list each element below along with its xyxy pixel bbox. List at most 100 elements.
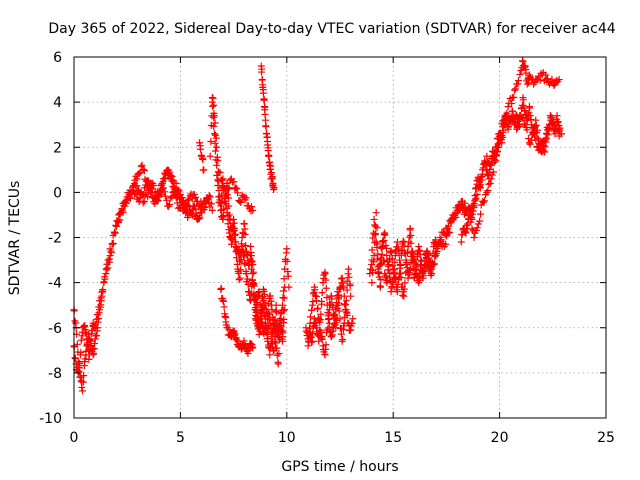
data-point-marker	[457, 238, 465, 246]
data-point-marker	[140, 167, 148, 175]
data-point-marker	[388, 249, 396, 257]
data-point-marker	[306, 313, 314, 321]
data-point-marker	[76, 359, 84, 367]
data-point-marker	[526, 112, 534, 120]
data-point-marker	[264, 144, 272, 152]
data-point-marker	[132, 190, 140, 198]
data-point-marker	[200, 166, 208, 174]
data-point-marker	[386, 273, 394, 281]
data-point-marker	[339, 335, 347, 343]
data-point-marker	[481, 158, 489, 166]
data-point-marker	[87, 330, 95, 338]
data-point-marker	[198, 202, 206, 210]
data-point-marker	[210, 130, 218, 138]
data-point-marker	[418, 257, 426, 265]
data-point-marker	[387, 288, 395, 296]
data-point-marker	[236, 250, 244, 257]
data-point-marker	[477, 181, 485, 189]
data-point-marker	[213, 161, 221, 169]
data-point-marker	[345, 273, 353, 281]
data-point-marker	[139, 199, 147, 207]
data-point-marker	[196, 139, 204, 147]
data-point-marker	[335, 299, 343, 307]
data-point-marker	[338, 274, 346, 282]
data-point-marker	[534, 134, 542, 142]
data-point-marker	[520, 120, 528, 128]
data-point-marker	[264, 337, 272, 345]
data-point-marker	[255, 331, 263, 339]
data-point-marker	[260, 96, 268, 104]
data-point-marker	[223, 191, 231, 199]
data-point-marker	[473, 224, 481, 232]
data-point-marker	[456, 202, 464, 210]
data-point-marker	[166, 200, 174, 208]
data-point-marker	[370, 258, 378, 266]
data-point-marker	[524, 135, 532, 143]
data-point-marker	[241, 260, 249, 268]
data-point-marker	[188, 206, 196, 214]
x-tick-label: 15	[384, 430, 402, 446]
data-point-marker	[99, 286, 107, 294]
data-point-marker	[125, 193, 133, 201]
data-point-marker	[335, 307, 343, 315]
data-point-marker	[268, 174, 276, 182]
data-point-marker	[477, 210, 485, 218]
data-point-marker	[91, 324, 99, 332]
data-point-marker	[251, 306, 259, 314]
data-point-marker	[539, 137, 547, 145]
data-point-marker	[375, 268, 383, 276]
data-point-marker	[130, 182, 138, 190]
data-point-marker	[267, 169, 275, 177]
data-point-marker	[247, 297, 255, 305]
data-point-marker	[154, 197, 162, 205]
data-point-marker	[452, 213, 460, 221]
data-point-marker	[161, 174, 169, 182]
data-point-marker	[188, 195, 196, 203]
data-point-marker	[225, 184, 233, 192]
data-point-marker	[111, 229, 119, 237]
data-point-marker	[225, 185, 233, 193]
x-tick-label: 0	[70, 430, 79, 446]
data-point-marker	[242, 270, 250, 278]
data-point-marker	[555, 76, 563, 84]
data-point-marker	[346, 282, 354, 290]
data-point-marker	[400, 292, 408, 300]
data-point-marker	[227, 240, 235, 248]
data-point-marker	[206, 152, 214, 160]
data-point-marker	[258, 68, 266, 76]
data-point-marker	[508, 100, 516, 108]
data-point-marker	[536, 76, 544, 84]
y-tick-label: -8	[48, 366, 62, 382]
data-point-marker	[212, 156, 220, 164]
data-point-marker	[405, 271, 413, 279]
data-point-marker	[315, 332, 323, 340]
data-point-marker	[144, 193, 152, 201]
data-point-marker	[260, 304, 268, 312]
data-point-marker	[368, 279, 376, 287]
data-point-marker	[284, 272, 292, 280]
data-point-marker	[373, 224, 381, 232]
data-point-marker	[464, 220, 472, 228]
data-point-marker	[244, 275, 252, 283]
data-point-marker	[391, 258, 399, 266]
data-point-marker	[235, 276, 243, 284]
data-point-marker	[340, 284, 348, 292]
data-point-marker	[486, 179, 494, 187]
data-point-marker	[413, 261, 421, 269]
y-tick-label: 0	[53, 185, 62, 201]
data-point-marker	[238, 234, 246, 241]
data-point-marker	[210, 113, 218, 121]
data-point-marker	[232, 248, 240, 256]
data-point-marker	[331, 312, 339, 320]
data-point-marker	[280, 287, 288, 295]
data-point-marker	[268, 306, 276, 314]
data-point-marker	[217, 284, 225, 292]
data-point-marker	[158, 180, 166, 188]
data-point-marker	[502, 113, 510, 121]
data-point-marker	[231, 238, 239, 246]
data-point-marker	[249, 261, 257, 269]
data-point-marker	[432, 247, 440, 255]
data-point-marker	[314, 304, 322, 312]
data-point-marker	[470, 234, 478, 241]
data-point-marker	[172, 179, 180, 187]
